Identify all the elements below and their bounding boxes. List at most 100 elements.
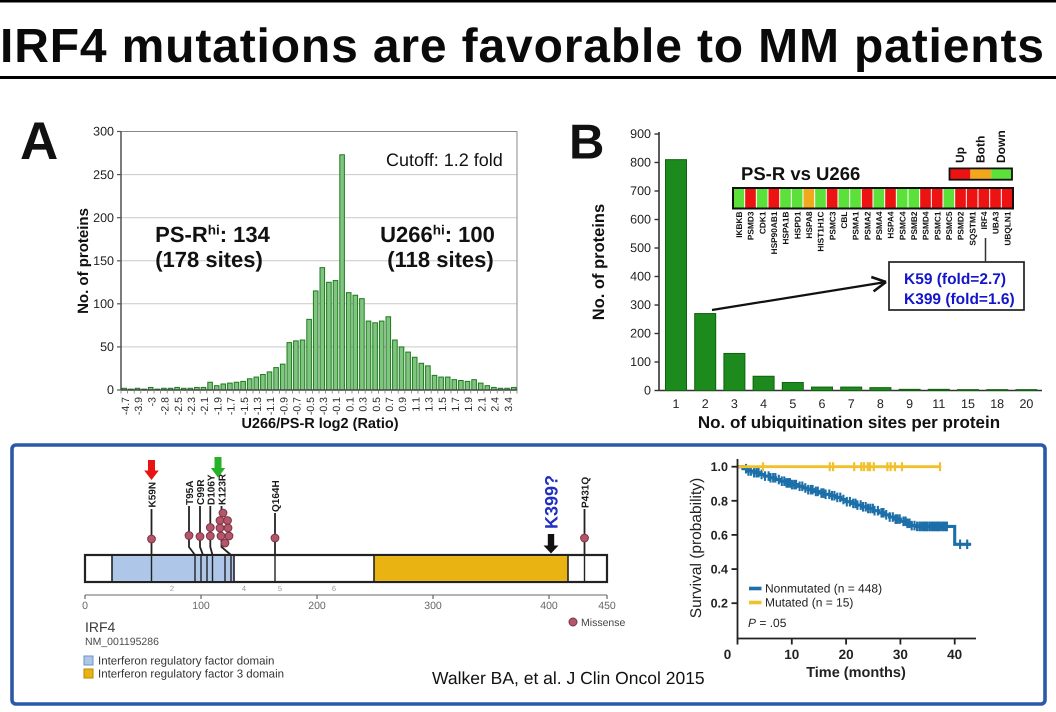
svg-text:0.8: 0.8 xyxy=(711,494,728,508)
svg-text:D106Y: D106Y xyxy=(206,474,217,505)
svg-text:Walker BA, et al. J Clin Oncol: Walker BA, et al. J Clin Oncol 2015 xyxy=(432,668,705,688)
svg-text:Interferon regulatory factor d: Interferon regulatory factor domain xyxy=(98,656,274,668)
svg-text:HSP90AB1: HSP90AB1 xyxy=(769,211,779,254)
svg-text:PSMB2: PSMB2 xyxy=(909,211,919,240)
svg-text:-2.8: -2.8 xyxy=(160,397,172,415)
svg-text:HSPA1B: HSPA1B xyxy=(781,211,791,244)
svg-text:Both: Both xyxy=(973,136,987,163)
svg-text:Nonmutated (n = 448): Nonmutated (n = 448) xyxy=(765,582,882,596)
svg-text:5: 5 xyxy=(789,397,796,411)
svg-text:PSMD3: PSMD3 xyxy=(746,211,756,240)
svg-text:Mutated (n = 15): Mutated (n = 15) xyxy=(765,596,853,610)
svg-text:0.4: 0.4 xyxy=(711,563,728,577)
svg-text:200: 200 xyxy=(308,600,326,612)
svg-text:0: 0 xyxy=(644,384,651,398)
svg-text:0: 0 xyxy=(82,600,88,612)
svg-text:-0.3: -0.3 xyxy=(318,397,330,415)
svg-text:1.5: 1.5 xyxy=(437,397,449,412)
svg-text:700: 700 xyxy=(630,184,651,198)
svg-text:Survival (probability): Survival (probability) xyxy=(688,478,705,618)
svg-text:800: 800 xyxy=(630,156,651,170)
svg-text:(118 sites): (118 sites) xyxy=(387,247,493,272)
svg-text:A: A xyxy=(20,112,58,171)
svg-text:IRF4: IRF4 xyxy=(85,619,116,635)
svg-text:CBL: CBL xyxy=(839,212,849,229)
svg-text:0.3: 0.3 xyxy=(358,397,370,412)
svg-text:40: 40 xyxy=(947,647,962,662)
svg-text:0.7: 0.7 xyxy=(384,397,396,412)
svg-text:PSMA1: PSMA1 xyxy=(851,211,861,240)
svg-text:18: 18 xyxy=(990,397,1004,411)
svg-text:9: 9 xyxy=(906,397,913,411)
svg-text:0.9: 0.9 xyxy=(397,397,409,412)
svg-text:250: 250 xyxy=(93,168,114,182)
svg-text:4: 4 xyxy=(760,397,767,411)
svg-text:HIST1H1C: HIST1H1C xyxy=(816,212,826,252)
svg-text:300: 300 xyxy=(93,125,114,139)
svg-text:Cutoff: 1.2 fold: Cutoff: 1.2 fold xyxy=(386,150,503,170)
svg-text:300: 300 xyxy=(424,600,442,612)
svg-text:Down: Down xyxy=(994,130,1008,163)
svg-text:6: 6 xyxy=(332,584,336,593)
svg-text:B: B xyxy=(569,116,604,170)
svg-text:2.4: 2.4 xyxy=(490,397,502,412)
svg-text:Time (months): Time (months) xyxy=(806,665,906,681)
svg-text:Missense: Missense xyxy=(581,617,626,629)
svg-text:450: 450 xyxy=(598,600,616,612)
svg-text:-4.7: -4.7 xyxy=(120,397,132,415)
svg-text:3: 3 xyxy=(731,397,738,411)
svg-text:-0.5: -0.5 xyxy=(305,397,317,415)
svg-text:100: 100 xyxy=(630,355,651,369)
svg-text:-1.7: -1.7 xyxy=(226,397,238,415)
svg-text:Up: Up xyxy=(953,147,967,163)
svg-text:PSMD2: PSMD2 xyxy=(956,211,966,240)
svg-text:-1.9: -1.9 xyxy=(212,397,224,415)
svg-text:PSMC5: PSMC5 xyxy=(944,211,954,240)
svg-text:150: 150 xyxy=(93,254,114,268)
svg-text:1.7: 1.7 xyxy=(450,397,462,412)
svg-text:20: 20 xyxy=(1019,397,1033,411)
svg-text:U266/PS-R log2 (Ratio): U266/PS-R log2 (Ratio) xyxy=(241,416,398,432)
svg-text:SQSTM1: SQSTM1 xyxy=(967,211,977,246)
svg-text:-1.1: -1.1 xyxy=(265,397,277,415)
svg-text:20: 20 xyxy=(839,647,854,662)
svg-text:UBA3: UBA3 xyxy=(991,211,1001,234)
svg-text:No. of ubiquitination sites pe: No. of ubiquitination sites per protein xyxy=(698,413,1000,432)
svg-text:500: 500 xyxy=(630,241,651,255)
svg-text:PSMA2: PSMA2 xyxy=(862,211,872,240)
svg-text:C99R: C99R xyxy=(196,479,207,505)
svg-text:P431Q: P431Q xyxy=(581,477,592,508)
svg-text:0.2: 0.2 xyxy=(711,597,728,611)
svg-text:30: 30 xyxy=(893,647,908,662)
svg-text:0.5: 0.5 xyxy=(371,397,383,412)
svg-text:2: 2 xyxy=(170,584,174,593)
svg-text:7: 7 xyxy=(848,397,855,411)
svg-text:400: 400 xyxy=(540,600,558,612)
svg-text:200: 200 xyxy=(93,211,114,225)
svg-text:T95A: T95A xyxy=(185,481,196,505)
svg-text:100: 100 xyxy=(192,600,210,612)
svg-text:U266hi: 100: U266hi: 100 xyxy=(380,222,495,247)
svg-text:300: 300 xyxy=(630,298,651,312)
svg-text:Interferon regulatory factor 3: Interferon regulatory factor 3 domain xyxy=(98,669,284,681)
svg-text:-0.7: -0.7 xyxy=(292,397,304,415)
svg-text:1.9: 1.9 xyxy=(463,397,475,412)
svg-text:3.4: 3.4 xyxy=(503,397,515,412)
svg-text:-0.1: -0.1 xyxy=(331,397,343,415)
svg-text:PSMC4: PSMC4 xyxy=(897,211,907,240)
svg-text:PSMC3: PSMC3 xyxy=(827,211,837,240)
svg-text:(178 sites): (178 sites) xyxy=(155,247,263,272)
svg-text:PSMD4: PSMD4 xyxy=(921,211,931,240)
svg-text:P = .05: P = .05 xyxy=(748,616,787,630)
svg-text:50: 50 xyxy=(100,340,114,354)
svg-text:0.6: 0.6 xyxy=(711,528,728,542)
svg-text:600: 600 xyxy=(630,213,651,227)
svg-text:CDK1: CDK1 xyxy=(757,211,767,234)
svg-text:PS-R vs U266: PS-R vs U266 xyxy=(741,163,860,184)
svg-text:1.0: 1.0 xyxy=(711,460,728,474)
svg-text:2: 2 xyxy=(702,397,709,411)
svg-text:8: 8 xyxy=(877,397,884,411)
svg-text:K399?: K399? xyxy=(542,475,562,529)
svg-text:HSPA8: HSPA8 xyxy=(804,211,814,238)
svg-text:PSMA4: PSMA4 xyxy=(874,211,884,240)
